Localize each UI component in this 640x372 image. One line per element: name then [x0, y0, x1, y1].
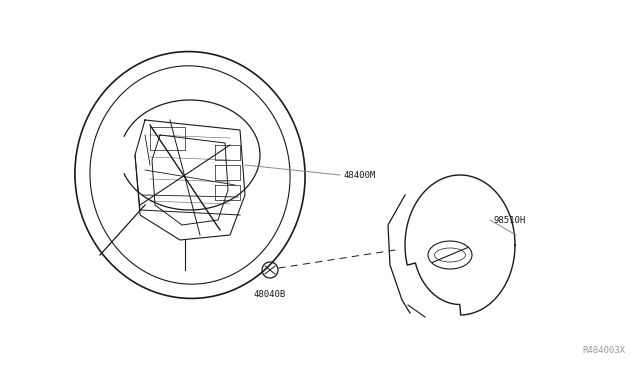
Text: 48040B: 48040B: [254, 290, 286, 299]
Text: R484003X: R484003X: [582, 346, 625, 355]
Text: 48400M: 48400M: [343, 170, 375, 180]
Text: 98510H: 98510H: [493, 215, 525, 224]
